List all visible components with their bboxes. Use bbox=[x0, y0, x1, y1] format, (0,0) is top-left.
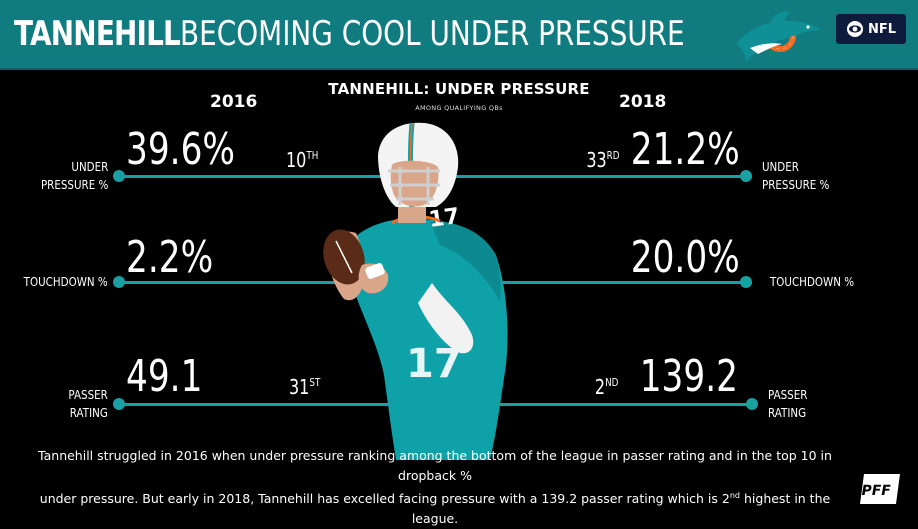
label-line: TOUCHDOWN % bbox=[770, 275, 855, 289]
label-line: TOUCHDOWN % bbox=[23, 275, 108, 289]
page-title: TANNEHILL BECOMING COOL UNDER PRESSURE bbox=[14, 10, 796, 58]
label-line: RATING bbox=[69, 406, 108, 420]
footer-superscript: nd bbox=[729, 491, 741, 500]
value-2018-passer-rating: 139.2 bbox=[639, 351, 738, 402]
rank-2016-passer-rating: 31ST bbox=[289, 377, 320, 397]
dolphin-logo-icon bbox=[736, 11, 822, 63]
rank-suffix: RD bbox=[607, 149, 620, 162]
value-2016-touchdown: 2.2% bbox=[126, 232, 214, 283]
title-tagline: BECOMING COOL UNDER PRESSURE bbox=[180, 14, 686, 54]
footer-caption: Tannehill struggled in 2016 when under p… bbox=[20, 446, 850, 529]
value-2016-under-pressure: 39.6% bbox=[126, 124, 236, 175]
chart-subtitle: AMONG QUALIFYING QBs bbox=[415, 104, 503, 112]
rank-2018-passer-rating: 2ND bbox=[594, 377, 618, 397]
label-right-touchdown: TOUCHDOWN % bbox=[770, 273, 854, 291]
label-line: PASSER bbox=[768, 388, 808, 402]
label-right-under-pressure: UNDER PRESSURE % bbox=[762, 158, 829, 194]
chart-title: TANNEHILL: UNDER PRESSURE bbox=[328, 80, 590, 98]
label-line: RATING bbox=[768, 406, 807, 420]
rank-number: 2 bbox=[594, 375, 605, 399]
label-line: UNDER bbox=[762, 160, 799, 174]
value-2016-passer-rating: 49.1 bbox=[126, 351, 203, 402]
metric-dot-right bbox=[740, 276, 752, 288]
label-line: UNDER bbox=[71, 160, 108, 174]
metric-dot-left bbox=[113, 398, 125, 410]
network-label: NFL bbox=[867, 21, 897, 37]
rank-2018-under-pressure: 33RD bbox=[587, 150, 620, 170]
label-line: PRESSURE % bbox=[40, 178, 108, 192]
svg-text:PFF: PFF bbox=[860, 483, 892, 499]
metric-dot-right bbox=[746, 398, 758, 410]
network-badge: NFL bbox=[836, 14, 906, 44]
cbs-eye-icon bbox=[846, 21, 863, 37]
rank-suffix: TH bbox=[306, 149, 319, 162]
year-left: 2016 bbox=[210, 92, 258, 112]
metric-dot-right bbox=[740, 170, 752, 182]
label-line: PRESSURE % bbox=[762, 178, 830, 192]
label-left-passer-rating: PASSER RATING bbox=[69, 386, 108, 422]
footer-line-2: under pressure. But early in 2018, Tanne… bbox=[20, 486, 850, 529]
quarterback-photo: 17 17 bbox=[323, 122, 508, 460]
header-divider bbox=[0, 68, 918, 70]
metric-dot-left bbox=[113, 170, 125, 182]
pff-logo-icon: PFF bbox=[860, 474, 900, 504]
value-2018-touchdown: 20.0% bbox=[630, 232, 740, 283]
rank-suffix: ND bbox=[604, 376, 618, 389]
rank-number: 10 bbox=[286, 148, 307, 172]
svg-text:17: 17 bbox=[406, 341, 462, 387]
rank-number: 31 bbox=[289, 375, 310, 399]
label-right-passer-rating: PASSER RATING bbox=[768, 386, 807, 422]
title-name: TANNEHILL bbox=[14, 14, 181, 54]
metric-dot-left bbox=[113, 276, 125, 288]
year-right: 2018 bbox=[619, 92, 667, 112]
rank-number: 33 bbox=[586, 148, 608, 172]
label-left-touchdown: TOUCHDOWN % bbox=[24, 273, 108, 291]
label-left-under-pressure: UNDER PRESSURE % bbox=[41, 158, 108, 194]
rank-2016-under-pressure: 10TH bbox=[286, 150, 318, 170]
value-2018-under-pressure: 21.2% bbox=[630, 124, 740, 175]
footer-text: under pressure. But early in 2018, Tanne… bbox=[39, 491, 730, 507]
rank-suffix: ST bbox=[309, 376, 321, 389]
label-line: PASSER bbox=[68, 388, 108, 402]
footer-line-1: Tannehill struggled in 2016 when under p… bbox=[38, 448, 832, 483]
